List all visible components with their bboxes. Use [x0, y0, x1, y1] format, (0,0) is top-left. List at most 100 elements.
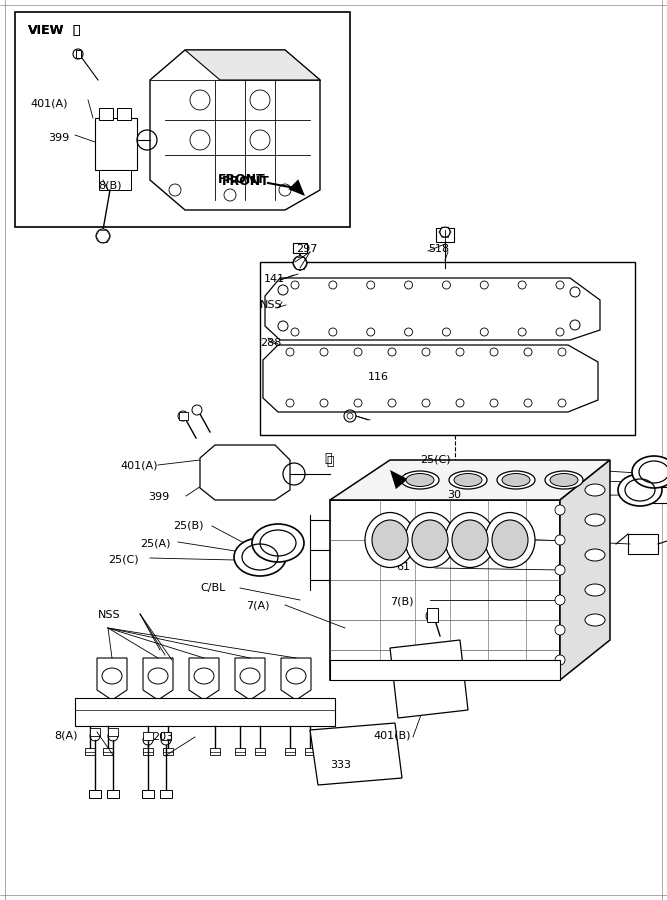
Ellipse shape	[585, 614, 605, 626]
Bar	[161, 732, 171, 740]
Circle shape	[555, 595, 565, 605]
Text: 518: 518	[428, 244, 449, 254]
Text: 288: 288	[260, 338, 281, 348]
Ellipse shape	[585, 549, 605, 561]
Circle shape	[555, 565, 565, 575]
Ellipse shape	[632, 456, 667, 488]
Text: 141: 141	[264, 274, 285, 284]
Text: 7(A): 7(A)	[246, 600, 269, 610]
Polygon shape	[97, 658, 127, 700]
Text: 25(A): 25(A)	[403, 472, 434, 482]
Text: 8(B): 8(B)	[98, 180, 121, 190]
Circle shape	[555, 505, 565, 515]
Ellipse shape	[618, 474, 662, 506]
Text: 25(A): 25(A)	[140, 538, 171, 548]
Ellipse shape	[412, 520, 448, 560]
Text: 30: 30	[447, 490, 461, 500]
Ellipse shape	[502, 473, 530, 487]
Text: 401(B): 401(B)	[373, 731, 410, 741]
Ellipse shape	[445, 512, 495, 568]
Bar	[179, 412, 188, 420]
Text: FRONT: FRONT	[222, 175, 269, 188]
Circle shape	[426, 610, 438, 622]
Text: NSS: NSS	[260, 300, 283, 310]
Bar	[107, 790, 119, 798]
Polygon shape	[235, 658, 265, 700]
Bar	[163, 748, 173, 755]
Bar	[210, 748, 220, 755]
Text: 61: 61	[396, 562, 410, 572]
Circle shape	[650, 489, 662, 501]
Polygon shape	[189, 658, 219, 700]
Bar	[255, 748, 265, 755]
Bar	[89, 790, 101, 798]
Polygon shape	[560, 460, 610, 680]
Text: NSS: NSS	[98, 610, 121, 620]
Polygon shape	[288, 179, 305, 196]
Bar	[117, 108, 131, 120]
Bar	[235, 748, 245, 755]
Text: Ⓐ: Ⓐ	[324, 452, 331, 465]
Polygon shape	[390, 470, 408, 489]
Text: 8(A): 8(A)	[54, 730, 77, 740]
Ellipse shape	[585, 584, 605, 596]
Circle shape	[555, 535, 565, 545]
Bar	[143, 748, 153, 755]
Polygon shape	[390, 640, 468, 718]
Polygon shape	[200, 445, 290, 500]
Polygon shape	[330, 460, 610, 500]
Bar	[260, 262, 635, 435]
Text: 399: 399	[148, 492, 169, 502]
Polygon shape	[330, 500, 560, 680]
Ellipse shape	[252, 524, 304, 562]
Bar	[305, 748, 315, 755]
Text: 25(C): 25(C)	[108, 554, 139, 564]
Ellipse shape	[492, 520, 528, 560]
Bar	[427, 608, 438, 622]
Text: 25(C): 25(C)	[420, 455, 451, 465]
Circle shape	[555, 625, 565, 635]
Polygon shape	[150, 50, 320, 210]
Bar	[330, 660, 560, 680]
Text: VIEW: VIEW	[28, 24, 65, 37]
Ellipse shape	[405, 512, 455, 568]
Bar	[108, 728, 118, 736]
Text: 25(B): 25(B)	[173, 520, 203, 530]
Text: 7(B): 7(B)	[390, 596, 414, 606]
Ellipse shape	[585, 514, 605, 526]
Bar	[15, 12, 350, 227]
Circle shape	[555, 655, 565, 665]
Circle shape	[96, 229, 110, 243]
Bar	[143, 732, 153, 740]
Circle shape	[178, 411, 188, 421]
Bar	[85, 748, 95, 755]
Bar	[285, 748, 295, 755]
Text: 116: 116	[368, 372, 389, 382]
Ellipse shape	[449, 471, 487, 489]
Ellipse shape	[454, 473, 482, 487]
Bar	[103, 748, 113, 755]
Polygon shape	[310, 723, 402, 785]
Ellipse shape	[365, 512, 415, 568]
Ellipse shape	[497, 471, 535, 489]
Text: Ⓐ: Ⓐ	[72, 24, 79, 37]
Polygon shape	[185, 50, 320, 80]
Bar	[628, 534, 658, 554]
Text: 221: 221	[437, 530, 458, 540]
Ellipse shape	[550, 473, 578, 487]
Polygon shape	[143, 658, 173, 700]
Bar	[160, 790, 172, 798]
Ellipse shape	[452, 520, 488, 560]
Ellipse shape	[585, 484, 605, 496]
Text: Ⓐ: Ⓐ	[72, 24, 79, 37]
Bar	[293, 243, 307, 253]
Text: 333: 333	[330, 760, 351, 770]
Text: 297: 297	[296, 244, 317, 254]
Bar	[90, 728, 100, 736]
Bar	[142, 790, 154, 798]
Circle shape	[293, 256, 307, 270]
Bar	[99, 170, 131, 190]
Bar	[76, 50, 81, 58]
Ellipse shape	[406, 473, 434, 487]
Bar	[75, 698, 335, 726]
